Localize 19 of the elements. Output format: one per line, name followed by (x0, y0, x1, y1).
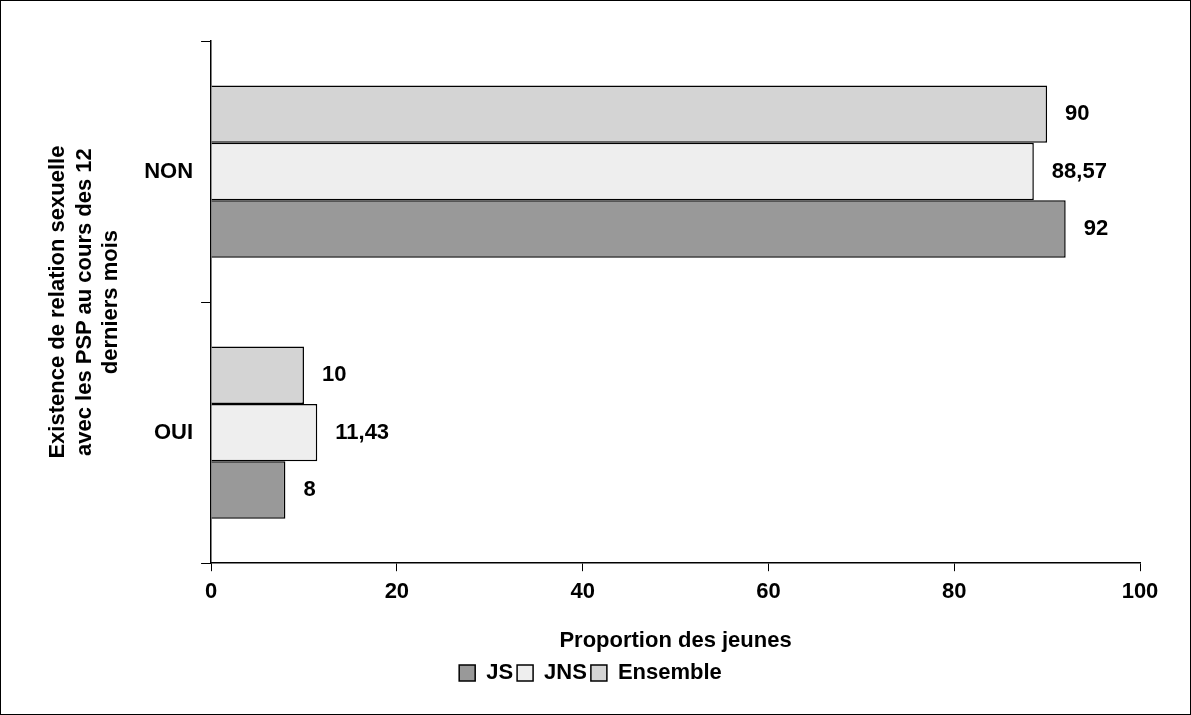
x-tick-label: 100 (1121, 578, 1159, 604)
x-axis-title: Proportion des jeunes (559, 626, 792, 652)
data-label: 92 (1083, 215, 1109, 241)
data-label: 10 (321, 361, 347, 387)
x-tick-label: 40 (570, 578, 595, 604)
legend-label: JS (486, 659, 514, 685)
data-label: 11,43 (335, 418, 390, 444)
legend-label: JNS (544, 659, 587, 685)
data-label: 8 (303, 476, 316, 502)
x-tick-label: 60 (756, 578, 781, 604)
x-tick-label: 0 (204, 578, 218, 604)
x-tick-label: 80 (941, 578, 967, 604)
y-tick-label: NON (144, 157, 194, 183)
y-tick-label: OUI (153, 418, 194, 444)
legend-label: Ensemble (617, 659, 722, 685)
x-tick-label: 20 (384, 578, 410, 604)
data-label: 90 (1065, 100, 1090, 126)
data-label: 88,57 (1051, 157, 1107, 183)
y-axis-title: Existence de relation sexuelle avec les PSP au cours des 12 derniers mois (44, 145, 123, 459)
